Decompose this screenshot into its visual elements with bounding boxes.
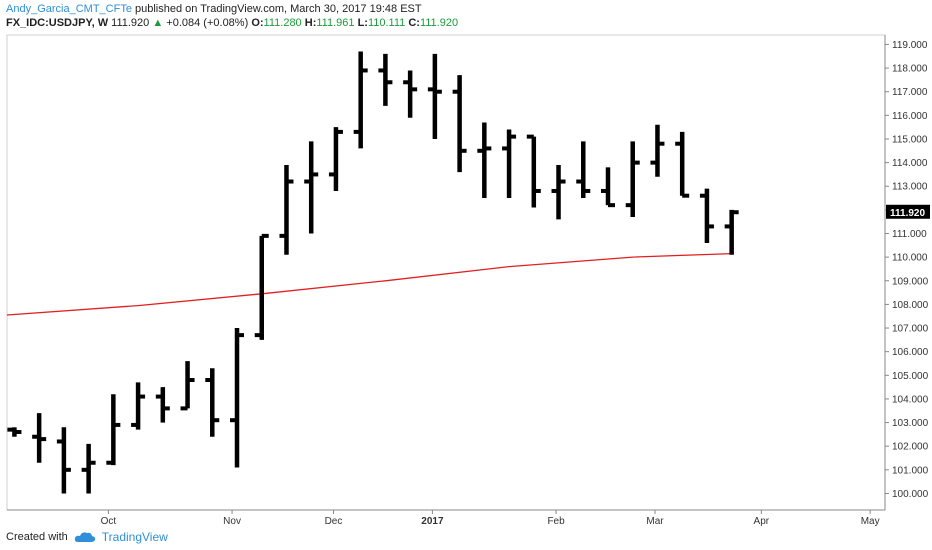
publish-line: Andy_Garcia_CMT_CFTe published on Tradin… bbox=[6, 2, 458, 16]
tradingview-cloud-icon bbox=[74, 532, 95, 542]
last-price-tag bbox=[886, 204, 930, 219]
tradingview-brand[interactable]: TradingView bbox=[101, 530, 168, 544]
x-tick-label: Apr bbox=[754, 516, 770, 527]
x-tick-label: May bbox=[861, 516, 880, 527]
plot-frame bbox=[6, 34, 886, 511]
published-text: published on TradingView.com, March 30, … bbox=[135, 3, 422, 15]
y-tick-label: 117.000 bbox=[892, 87, 928, 98]
x-tick-label: Nov bbox=[223, 516, 241, 527]
y-tick-label: 107.000 bbox=[892, 324, 929, 335]
symbol-label: FX_IDC:USDJPY, W bbox=[6, 17, 109, 29]
y-tick-label: 103.000 bbox=[892, 418, 929, 429]
x-tick-label: Feb bbox=[547, 516, 565, 527]
price-change: +0.084 (+0.08%) bbox=[166, 17, 249, 29]
open-value: 111.280 bbox=[263, 17, 302, 29]
x-tick-label: Oct bbox=[101, 516, 117, 527]
close-label: C: bbox=[408, 17, 420, 29]
low-label: L: bbox=[357, 17, 368, 29]
y-tick-label: 116.000 bbox=[892, 111, 928, 122]
y-tick-label: 119.000 bbox=[892, 40, 928, 51]
high-label: H: bbox=[304, 17, 317, 29]
quote-line: FX_IDC:USDJPY, W 111.920 ▲ +0.084 (+0.08… bbox=[6, 16, 458, 30]
last-price-tag-label: 111.920 bbox=[890, 208, 925, 219]
price-chart[interactable]: 100.000 101.000 102.000 103.000 104.000 105.0… bbox=[0, 0, 932, 530]
change-arrow-icon: ▲ bbox=[152, 17, 164, 29]
y-tick-label: 118.000 bbox=[892, 64, 928, 75]
y-tick-label: 110.000 bbox=[892, 253, 928, 264]
ohlc-bars bbox=[7, 51, 739, 494]
created-with-text: Created with bbox=[6, 531, 68, 543]
y-tick-label: 102.000 bbox=[892, 442, 929, 453]
low-value: 110.111 bbox=[367, 17, 406, 29]
y-tick-label: 113.000 bbox=[892, 182, 928, 193]
x-tick-label: Mar bbox=[646, 516, 664, 527]
y-tick-label: 115.000 bbox=[892, 134, 928, 145]
moving-average-line bbox=[6, 252, 732, 316]
footer: Created with TradingView bbox=[6, 530, 168, 544]
author-link[interactable]: Andy_Garcia_CMT_CFTe bbox=[6, 3, 132, 15]
y-tick-label: 111.000 bbox=[892, 229, 927, 240]
high-value: 111.961 bbox=[316, 17, 355, 29]
x-tick-label: Dec bbox=[325, 516, 343, 527]
y-tick-label: 114.000 bbox=[892, 158, 928, 169]
last-price: 111.920 bbox=[111, 17, 150, 29]
y-tick-label: 108.000 bbox=[892, 300, 929, 311]
y-tick-label: 104.000 bbox=[892, 394, 929, 405]
y-tick-label: 106.000 bbox=[892, 347, 929, 358]
open-label: O: bbox=[251, 17, 264, 29]
close-value: 111.920 bbox=[419, 17, 459, 29]
y-tick-label: 105.000 bbox=[892, 371, 929, 382]
y-tick-label: 109.000 bbox=[892, 276, 929, 287]
y-tick-label: 100.000 bbox=[892, 489, 929, 500]
chart-header: Andy_Garcia_CMT_CFTe published on Tradin… bbox=[6, 2, 458, 30]
y-tick-label: 101.000 bbox=[892, 465, 929, 476]
x-tick-label: 2017 bbox=[421, 516, 444, 527]
